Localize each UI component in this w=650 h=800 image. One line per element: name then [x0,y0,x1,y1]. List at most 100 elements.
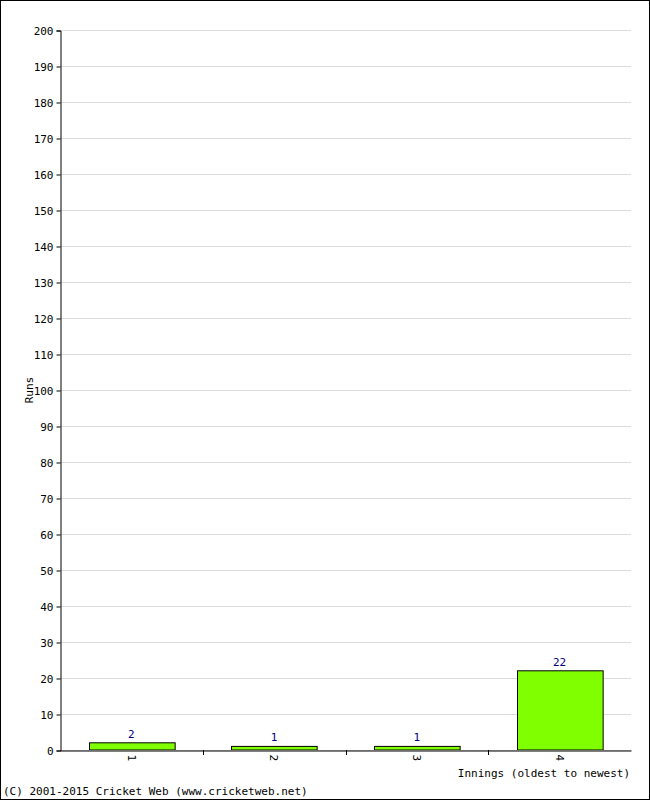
y-tick-mark [57,175,61,176]
y-tick-mark [57,31,61,32]
y-tick-label: 50 [40,565,53,578]
x-tick-label: 2 [267,755,280,762]
y-tick: 40 [40,601,60,614]
grid-line [60,66,631,67]
y-tick-mark [57,67,61,68]
y-tick: 80 [40,457,60,470]
y-tick: 160 [34,169,61,182]
category-separator [488,750,489,755]
chart: 2 1 1 22 0 10 20 30 40 50 60 70 80 90 100 110 120 130 140 1… [0,0,650,800]
x-tick-label: 1 [125,755,138,762]
grid-line [60,750,631,751]
y-tick-mark [57,463,61,464]
y-tick-label: 180 [34,97,54,110]
y-tick-mark [57,283,61,284]
y-tick-mark [57,715,61,716]
y-tick-label: 170 [34,133,54,146]
grid-line [60,282,631,283]
y-tick: 0 [47,745,61,758]
data-label: 2 [128,728,135,741]
y-tick-mark [57,139,61,140]
y-tick: 100 [34,385,61,398]
x-axis-title: Innings (oldest to newest) [458,767,630,780]
y-tick-mark [57,571,61,572]
data-labels: 2 1 1 22 [128,656,566,745]
grid-line [60,174,631,175]
x-tick: 1 [125,751,138,762]
y-tick-label: 80 [40,457,53,470]
data-label: 1 [271,731,278,744]
y-tick: 130 [34,277,61,290]
x-tick: 3 [410,751,423,762]
y-tick-label: 90 [40,421,53,434]
bar [375,746,461,750]
data-label: 22 [553,656,566,669]
grid-line [60,210,631,211]
y-tick: 150 [34,205,61,218]
y-tick-mark [57,211,61,212]
y-tick-label: 110 [34,349,54,362]
y-tick-label: 10 [40,709,53,722]
grid-line [60,570,631,571]
y-axis-line [57,31,62,751]
y-tick-mark [57,247,61,248]
grid-line [60,606,631,607]
grid-line [60,390,631,391]
bar [90,743,176,750]
bar [518,671,604,750]
grid-line [60,138,631,139]
y-tick-label: 140 [34,241,54,254]
y-tick-label: 120 [34,313,54,326]
y-tick-label: 150 [34,205,54,218]
y-tick: 180 [34,97,61,110]
category-separator [203,750,204,755]
category-separators [204,750,489,755]
y-tick-mark [57,427,61,428]
grid-line [60,642,631,643]
grid-line [60,426,631,427]
bar [232,746,318,750]
x-tick-label: 3 [410,755,423,762]
y-tick: 200 [34,25,61,38]
y-tick-mark [57,355,61,356]
frame [1,1,650,800]
y-tick-label: 200 [34,25,54,38]
y-tick-label: 100 [34,385,54,398]
y-tick: 120 [34,313,61,326]
grid-line [60,246,631,247]
y-axis: 0 10 20 30 40 50 60 70 80 90 100 110 120 130 140 150 160… [34,25,61,758]
grid-line [60,354,631,355]
y-tick: 170 [34,133,61,146]
x-axis: 1 2 3 4 [61,751,632,762]
y-tick-label: 30 [40,637,53,650]
y-tick-label: 0 [47,745,54,758]
y-tick: 70 [40,493,60,506]
y-tick: 190 [34,61,61,74]
grid [60,31,631,751]
y-tick-mark [57,499,61,500]
y-tick-mark [57,643,61,644]
y-tick-label: 70 [40,493,53,506]
y-tick-mark [57,319,61,320]
y-tick-label: 130 [34,277,54,290]
y-axis-title: Runs [23,377,36,404]
y-tick-mark [57,751,61,752]
y-tick-label: 190 [34,61,54,74]
y-tick-label: 160 [34,169,54,182]
bars [90,671,604,750]
y-tick: 10 [40,709,60,722]
grid-line [60,498,631,499]
y-tick: 50 [40,565,60,578]
y-tick-mark [57,391,61,392]
grid-line [60,534,631,535]
x-tick: 4 [553,751,566,762]
grid-line [60,102,631,103]
y-tick: 30 [40,637,60,650]
data-label: 1 [414,731,421,744]
category-separator [346,750,347,755]
y-tick-mark [57,535,61,536]
y-tick: 20 [40,673,60,686]
x-tick: 2 [267,751,280,762]
y-tick: 140 [34,241,61,254]
y-tick-label: 60 [40,529,53,542]
